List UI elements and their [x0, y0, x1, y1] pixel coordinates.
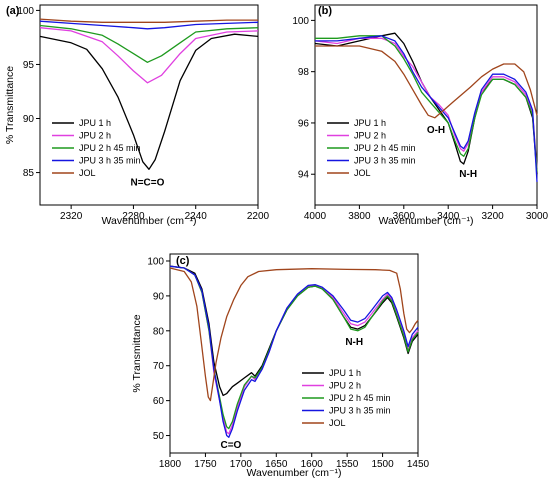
series-line-3	[169, 265, 419, 438]
x-tick-label: 1800	[159, 459, 182, 470]
legend-entry: JPU 3 h 35 min	[329, 406, 391, 416]
y-tick-label: 50	[153, 431, 165, 442]
legend-entry: JPU 1 h	[79, 118, 111, 128]
annotation-label: N-H	[345, 337, 363, 348]
y-tick-label: 94	[298, 170, 310, 181]
series-line-2	[169, 265, 419, 430]
legend-entry: JPU 1 h	[354, 118, 386, 128]
x-tick-label: 2320	[60, 211, 83, 222]
series-line-4	[39, 18, 258, 23]
panel-label: (a)	[6, 5, 20, 17]
y-tick-label: 70	[153, 361, 165, 372]
y-tick-label: 60	[153, 396, 165, 407]
legend: JPU 1 h JPU 2 h JPU 2 h 45 min JPU 3 h 35 m…	[52, 118, 141, 178]
series-line-3	[315, 35, 538, 182]
series-line-3	[39, 20, 259, 30]
series-line-0	[314, 32, 538, 175]
series-line-1	[39, 27, 259, 84]
x-tick-label: 4000	[304, 211, 327, 222]
legend-entry: JOL	[329, 418, 346, 428]
legend-entry: JOL	[79, 168, 96, 178]
x-tick-label: 3800	[348, 211, 371, 222]
legend-entry: JPU 3 h 35 min	[79, 156, 141, 166]
legend-entry: JOL	[354, 168, 371, 178]
y-tick-label: 95	[23, 60, 35, 71]
legend-entry: JPU 1 h	[329, 368, 361, 378]
x-tick-label: 1500	[371, 459, 394, 470]
series-line-0	[169, 265, 419, 397]
x-tick-label: 3400	[437, 211, 460, 222]
panel-0: 2320 2280 2240 2200 85 90 95 100 Wavenumber (cm⁻…	[4, 4, 270, 227]
y-tick-label: 85	[23, 168, 35, 179]
y-tick-label: 100	[17, 6, 34, 17]
x-tick-label: 1550	[336, 459, 359, 470]
legend: JPU 1 h JPU 2 h JPU 2 h 45 min JPU 3 h 35 m…	[327, 118, 416, 178]
panel-label: (c)	[176, 255, 190, 267]
y-axis-label: % Transmittance	[4, 66, 16, 144]
y-tick-label: 90	[23, 114, 35, 125]
y-axis-label: % Transmittance	[131, 314, 143, 392]
panel-2: 1800 1750 1700 1650 1600 1550 1500 1450 50 60 70 80…	[131, 253, 430, 479]
series-line-4	[169, 267, 419, 402]
y-tick-label: 80	[153, 326, 165, 337]
series-line-4	[315, 45, 538, 119]
x-tick-label: 1700	[230, 459, 253, 470]
y-tick-label: 98	[298, 67, 310, 78]
x-tick-label: 3600	[393, 211, 416, 222]
x-tick-label: 2240	[185, 211, 208, 222]
x-axis-label: Wavenumber (cm⁻¹)	[102, 215, 197, 227]
x-tick-label: 1450	[407, 459, 430, 470]
panel-1: 4000 3800 3600 3400 3200 3000 94 96 98 100 Wavenum…	[292, 4, 549, 227]
y-tick-label: 100	[147, 256, 164, 267]
x-axis-label: Wavenumber (cm⁻¹)	[379, 215, 474, 227]
legend: JPU 1 h JPU 2 h JPU 2 h 45 min JPU 3 h 35 m…	[302, 368, 391, 428]
series-line-1	[314, 37, 538, 170]
legend-entry: JPU 2 h	[79, 131, 111, 141]
annotation-label: O-H	[427, 125, 445, 136]
annotation-label: C=O	[221, 440, 242, 451]
legend-entry: JPU 2 h	[354, 131, 386, 141]
legend-entry: JPU 2 h 45 min	[354, 143, 416, 153]
legend-entry: JPU 2 h	[329, 381, 361, 391]
legend-entry: JPU 2 h 45 min	[79, 143, 141, 153]
plot-frame	[314, 4, 538, 206]
annotation-label: N-H	[459, 169, 477, 180]
x-tick-label: 1750	[194, 459, 217, 470]
x-tick-label: 1650	[265, 459, 288, 470]
series-line-0	[39, 33, 259, 170]
x-tick-label: 2200	[247, 211, 270, 222]
x-axis-label: Wavenumber (cm⁻¹)	[247, 467, 342, 479]
annotation-label: N=C=O	[130, 178, 164, 189]
plot-frame	[39, 4, 259, 206]
x-tick-label: 3200	[481, 211, 504, 222]
y-tick-label: 90	[153, 291, 165, 302]
x-tick-label: 1600	[301, 459, 324, 470]
legend-entry: JPU 2 h 45 min	[329, 393, 391, 403]
panel-label: (b)	[318, 5, 332, 17]
series-line-2	[39, 24, 259, 63]
x-tick-label: 3000	[526, 211, 549, 222]
plot-frame	[169, 253, 419, 454]
legend-entry: JPU 3 h 35 min	[354, 156, 416, 166]
y-tick-label: 100	[292, 16, 309, 27]
x-tick-label: 2280	[122, 211, 145, 222]
y-tick-label: 96	[298, 118, 310, 129]
series-line-2	[315, 35, 538, 172]
